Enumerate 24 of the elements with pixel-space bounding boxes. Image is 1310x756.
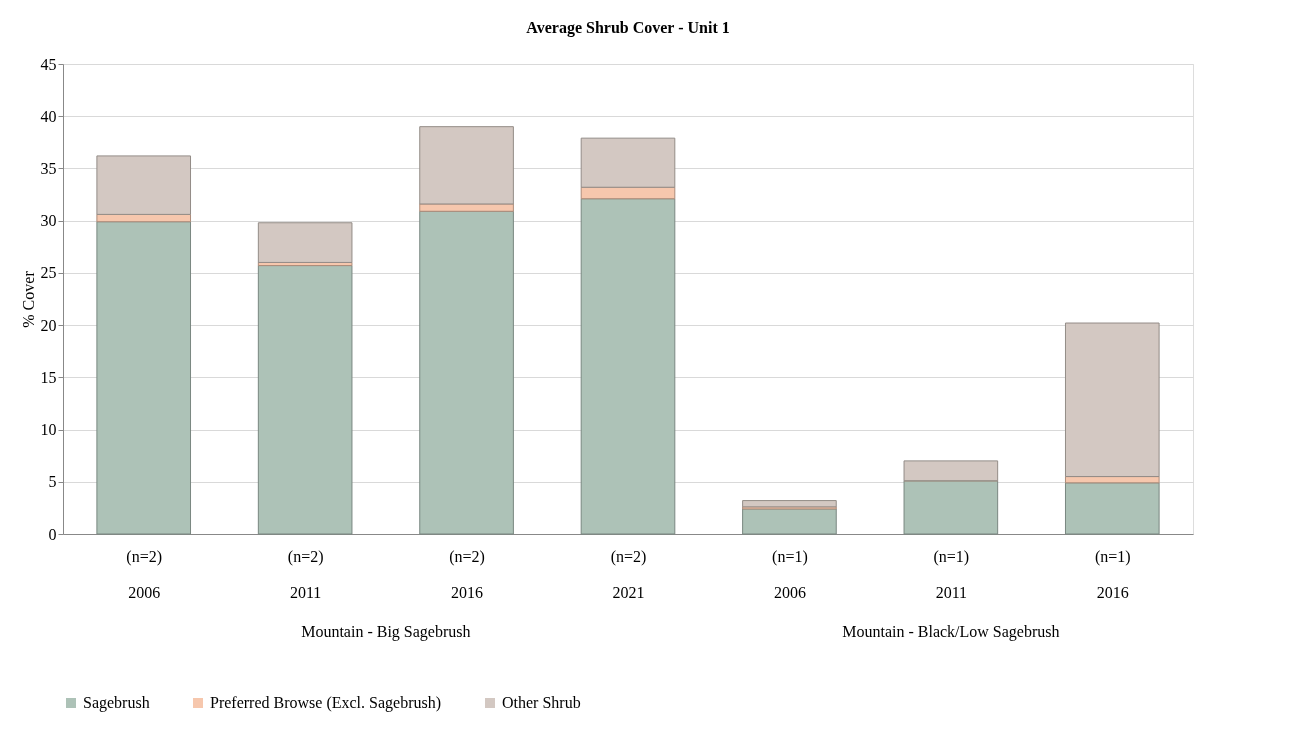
y-tick-label: 45: [40, 55, 57, 73]
y-tick-label: 30: [40, 212, 57, 230]
y-tick-label: 25: [40, 264, 57, 282]
legend-label: Sagebrush: [83, 694, 150, 712]
y-tick-label: 40: [40, 107, 57, 125]
legend-label: Other Shrub: [502, 694, 581, 711]
y-tick-label: 35: [40, 159, 57, 177]
y-tick-label: 15: [40, 368, 57, 386]
y-tick-label: 0: [48, 525, 57, 543]
chart-title: Average Shrub Cover - Unit 1: [526, 19, 730, 37]
x-tick-label: (n=1) 2011: [933, 547, 970, 601]
x-tick-label: (n=2) 2016: [449, 547, 485, 601]
x-tick-label: (n=2) 2011: [287, 547, 324, 601]
x-tick-label: (n=1) 2016: [1094, 547, 1131, 601]
text: Mountain - Big Sagebrush: [301, 623, 471, 641]
y-tick-label: 10: [40, 421, 57, 439]
y-tick-label: 5: [48, 473, 57, 491]
text: Mountain - Black/Low Sagebrush: [842, 623, 1060, 641]
x-tick-label: (n=1) 2006: [772, 547, 808, 601]
x-tick-label: (n=2) 2006: [126, 547, 163, 601]
x-tick-label: (n=2) 2021: [610, 547, 647, 601]
legend-label: Preferred Browse (Excl. Sagebrush): [210, 694, 442, 712]
y-axis-title: % Cover: [19, 270, 37, 328]
y-tick-label: 20: [40, 316, 57, 334]
